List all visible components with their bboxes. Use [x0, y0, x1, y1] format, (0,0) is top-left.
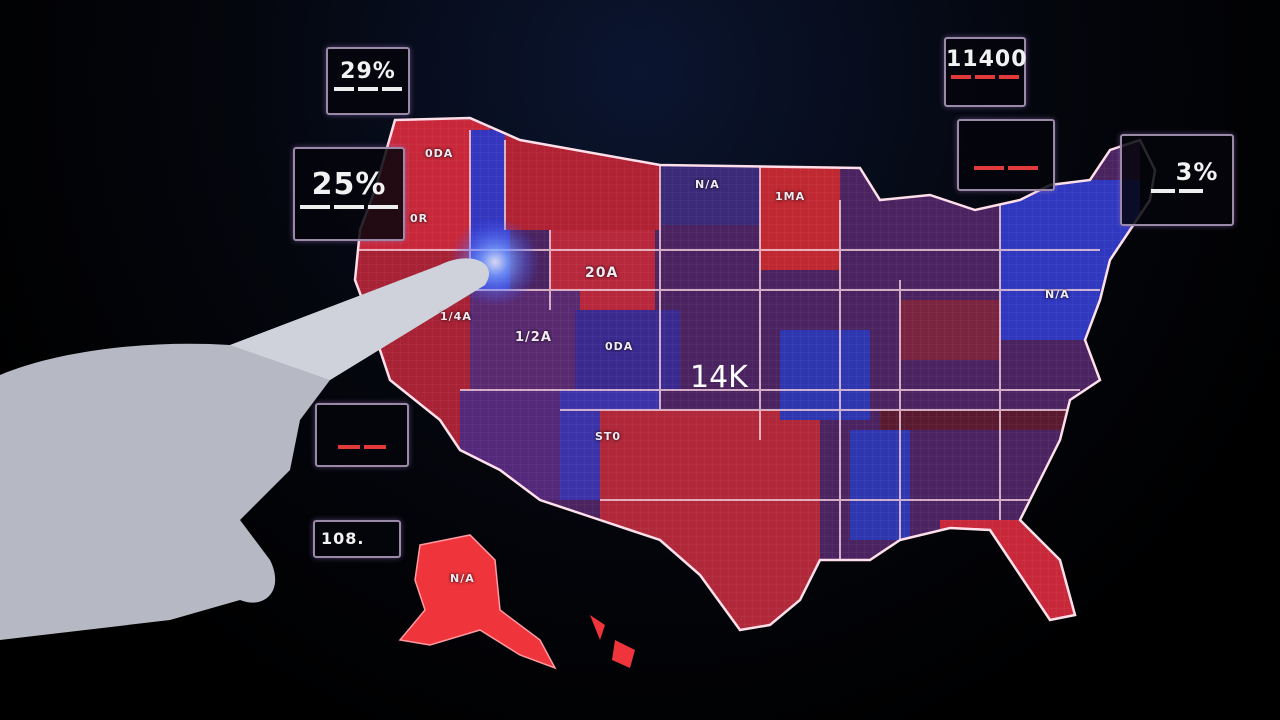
state-label: N/A — [450, 572, 475, 585]
us-outline — [353, 116, 1157, 632]
state-label: 1MA — [775, 190, 806, 203]
center-map-label: 14K — [690, 360, 748, 395]
chart-panel — [957, 119, 1055, 191]
state-label: N/A — [1045, 288, 1070, 301]
state-label: 1/2A — [515, 330, 552, 345]
state-label: 20A — [585, 265, 619, 281]
state-label: 0R — [410, 212, 429, 225]
index-finger — [230, 258, 489, 380]
stat-panel-top-left: 29% — [326, 47, 410, 115]
state-label: 0DA — [425, 147, 454, 160]
stat-value: 25% — [311, 167, 387, 202]
state-label: ST0 — [595, 430, 622, 443]
stat-value: 11400 — [946, 47, 1028, 72]
state-alaska[interactable] — [398, 534, 557, 670]
stat-panel-left: 25% — [293, 147, 405, 241]
state-label: 0DA — [605, 340, 634, 353]
state-label: 1/4A — [440, 310, 472, 323]
stat-panel-top-right: 11400 — [944, 37, 1028, 107]
stat-value: 29% — [340, 59, 396, 84]
chart-panel-left — [315, 403, 409, 467]
state-label: N/A — [695, 178, 720, 191]
stat-value: 108. — [321, 529, 365, 548]
stat-panel-right: 3% — [1120, 134, 1234, 226]
stat-panel-alaska: 108. — [313, 520, 401, 558]
state-hawaii[interactable] — [590, 615, 635, 668]
stat-value: 3% — [1175, 158, 1219, 186]
